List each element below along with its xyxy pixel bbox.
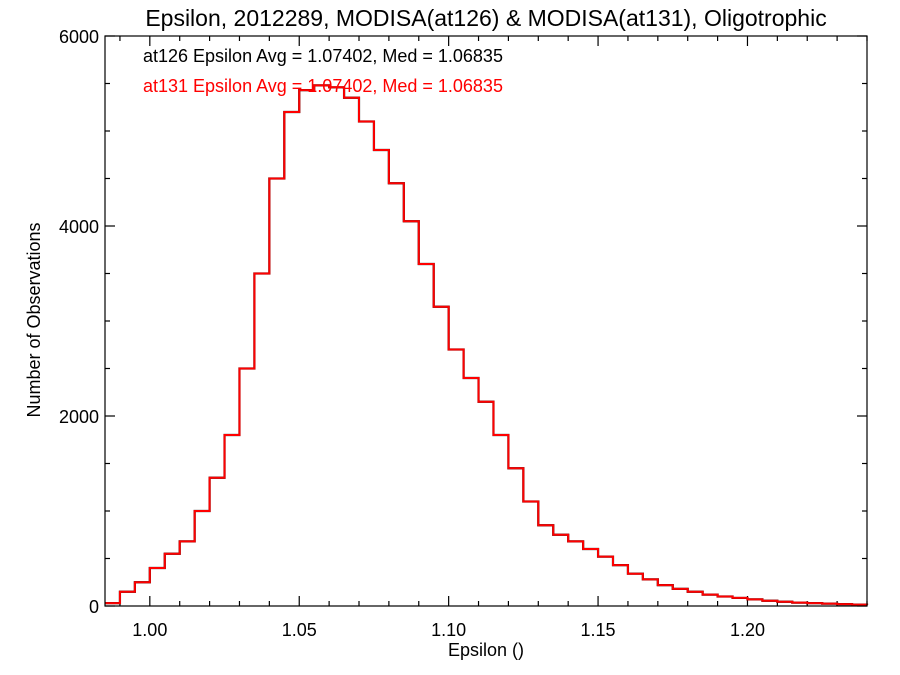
x-tick-label: 1.15: [581, 620, 616, 640]
y-tick-label: 0: [89, 597, 99, 617]
y-axis-label: Number of Observations: [24, 222, 44, 417]
y-tick-label: 6000: [59, 27, 99, 47]
x-tick-label: 1.20: [730, 620, 765, 640]
annotation-at131-stats: at131 Epsilon Avg = 1.07402, Med = 1.068…: [143, 76, 503, 96]
x-axis-label: Epsilon (): [448, 640, 524, 660]
axis-ticks: [105, 35, 868, 607]
series-at126-line: [105, 84, 869, 606]
x-tick-label: 1.10: [431, 620, 466, 640]
plot-frame: [104, 35, 868, 607]
histogram-series: [105, 84, 869, 606]
chart-title: Epsilon, 2012289, MODISA(at126) & MODISA…: [145, 5, 826, 31]
annotation-at126-stats: at126 Epsilon Avg = 1.07402, Med = 1.068…: [143, 46, 503, 66]
x-tick-label: 1.00: [132, 620, 167, 640]
y-tick-label: 4000: [59, 217, 99, 237]
series-at131-line: [105, 84, 868, 606]
tick-labels: 1.00 1.05 1.10 1.15 1.20 0 2000 4000 6000: [59, 27, 765, 640]
y-tick-label: 2000: [59, 407, 99, 427]
x-tick-label: 1.05: [282, 620, 317, 640]
